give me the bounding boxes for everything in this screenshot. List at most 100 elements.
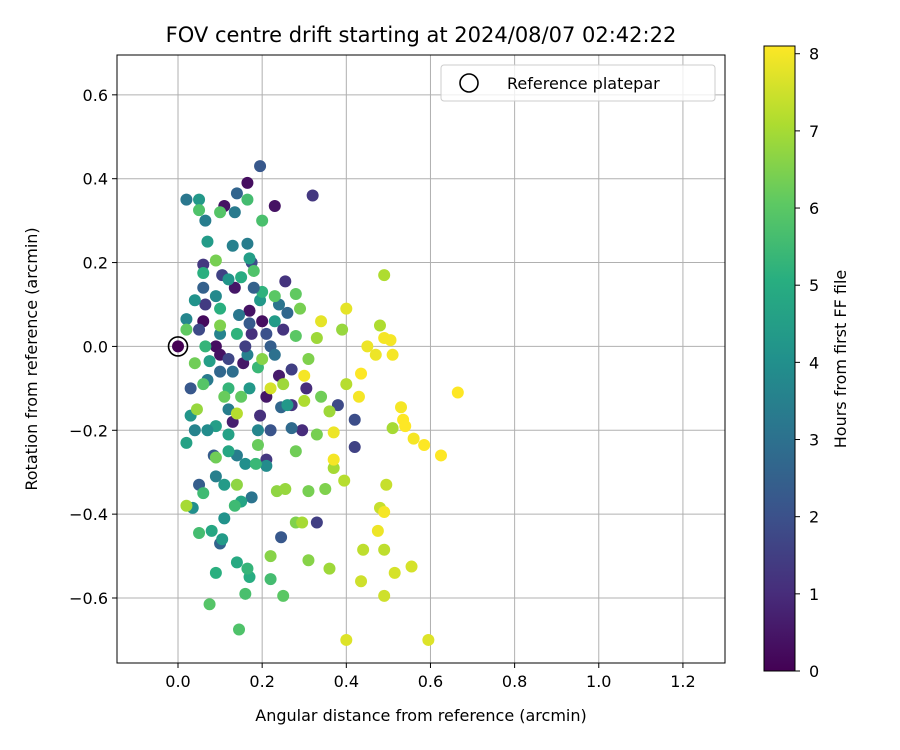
scatter-point	[357, 543, 370, 556]
y-tick-label: 0.4	[83, 170, 108, 189]
scatter-point	[380, 478, 393, 491]
chart-title: FOV centre drift starting at 2024/08/07 …	[166, 23, 677, 47]
y-tick-label: −0.6	[69, 589, 108, 608]
scatter-point	[451, 386, 464, 399]
x-tick-label: 1.0	[586, 672, 611, 691]
scatter-point	[277, 378, 290, 391]
scatter-point	[241, 176, 254, 189]
scatter-point	[209, 254, 222, 267]
scatter-point	[302, 554, 315, 567]
scatter-point	[247, 281, 260, 294]
scatter-point	[340, 378, 353, 391]
y-tick-label: 0.0	[83, 337, 108, 356]
scatter-point	[268, 199, 281, 212]
x-tick-label: 0.6	[418, 672, 443, 691]
scatter-point	[180, 436, 193, 449]
scatter-point	[233, 623, 246, 636]
legend-marker-circle	[459, 73, 479, 93]
y-tick-label: 0.6	[83, 86, 108, 105]
colorbar-label: Hours from first FF file	[831, 270, 850, 449]
scatter-point	[235, 271, 248, 284]
scatter-point	[289, 445, 302, 458]
y-axis-ticks: 0.6 0.4 0.2 0.0 −0.2 −0.4 −0.6	[69, 86, 117, 608]
scatter-point	[275, 531, 288, 544]
scatter-point	[281, 399, 294, 412]
scatter-point	[193, 323, 206, 336]
x-tick-label: 1.2	[670, 672, 695, 691]
scatter-point	[361, 340, 374, 353]
x-axis-label: Angular distance from reference (arcmin)	[255, 706, 586, 725]
scatter-point	[180, 499, 193, 512]
plot-frame	[116, 54, 726, 664]
scatter-point	[331, 399, 344, 412]
scatter-point	[184, 382, 197, 395]
scatter-point	[327, 426, 340, 439]
colorbar: 0 1 2 3 4 5 6 7 8 Hours from first FF file	[763, 45, 850, 681]
scatter-point	[188, 424, 201, 437]
scatter-point	[193, 204, 206, 217]
scatter-point	[203, 355, 216, 368]
scatter-point	[197, 281, 210, 294]
scatter-point	[254, 409, 267, 422]
scatter-point	[180, 323, 193, 336]
scatter-point	[222, 428, 235, 441]
scatter-point	[172, 340, 185, 353]
scatter-point	[256, 353, 269, 365]
scatter-point	[327, 462, 340, 475]
scatter-point	[188, 294, 201, 307]
legend-label: Reference platepar	[507, 74, 660, 93]
scatter-point	[214, 302, 227, 315]
scatter-point	[199, 214, 212, 227]
scatter-point	[289, 329, 302, 342]
scatter-point	[384, 334, 397, 347]
scatter-point	[218, 478, 231, 491]
scatter-point	[180, 193, 193, 206]
scatter-point	[264, 550, 277, 563]
scatter-point	[222, 273, 235, 286]
scatter-point	[256, 315, 269, 328]
scatter-point	[378, 589, 391, 602]
scatter-point	[264, 382, 277, 395]
x-tick-label: 0.2	[249, 672, 274, 691]
scatter-point	[306, 189, 319, 202]
scatter-point	[369, 348, 382, 361]
scatter-point	[407, 432, 420, 445]
scatter-point	[422, 633, 435, 646]
scatter-point	[230, 478, 243, 491]
scatter-point	[209, 566, 222, 579]
scatter-point	[386, 348, 399, 361]
scatter-point	[226, 239, 239, 252]
scatter-point	[279, 482, 292, 495]
scatter-point	[298, 394, 311, 407]
scatter-point	[386, 422, 399, 435]
scatter-point	[218, 390, 231, 403]
scatter-point	[241, 237, 254, 250]
scatter-point	[388, 566, 401, 579]
y-tick-label: −0.4	[69, 505, 108, 524]
colorbar-tick-label: 1	[809, 585, 819, 604]
scatter-point	[201, 424, 214, 437]
scatter-point	[239, 457, 252, 470]
scatter-point	[230, 327, 243, 340]
scatter-point	[205, 524, 218, 537]
scatter-point	[268, 290, 281, 303]
colorbar-gradient	[763, 45, 796, 672]
scatter-point	[338, 474, 351, 487]
scatter-point	[241, 193, 254, 206]
scatter-point	[281, 306, 294, 319]
scatter-point	[279, 275, 292, 288]
scatter-point	[434, 449, 447, 462]
scatter-point	[395, 401, 408, 414]
colorbar-tick-label: 6	[809, 199, 819, 218]
scatter-point	[378, 269, 391, 282]
scatter-point	[298, 369, 311, 382]
scatter-point	[197, 487, 210, 500]
scatter-point	[277, 323, 290, 336]
scatter-point	[260, 327, 273, 340]
scatter-point	[327, 453, 340, 466]
scatter-point	[193, 527, 206, 540]
scatter-point	[222, 445, 235, 458]
colorbar-tick-label: 0	[809, 662, 819, 681]
scatter-point	[336, 323, 349, 336]
